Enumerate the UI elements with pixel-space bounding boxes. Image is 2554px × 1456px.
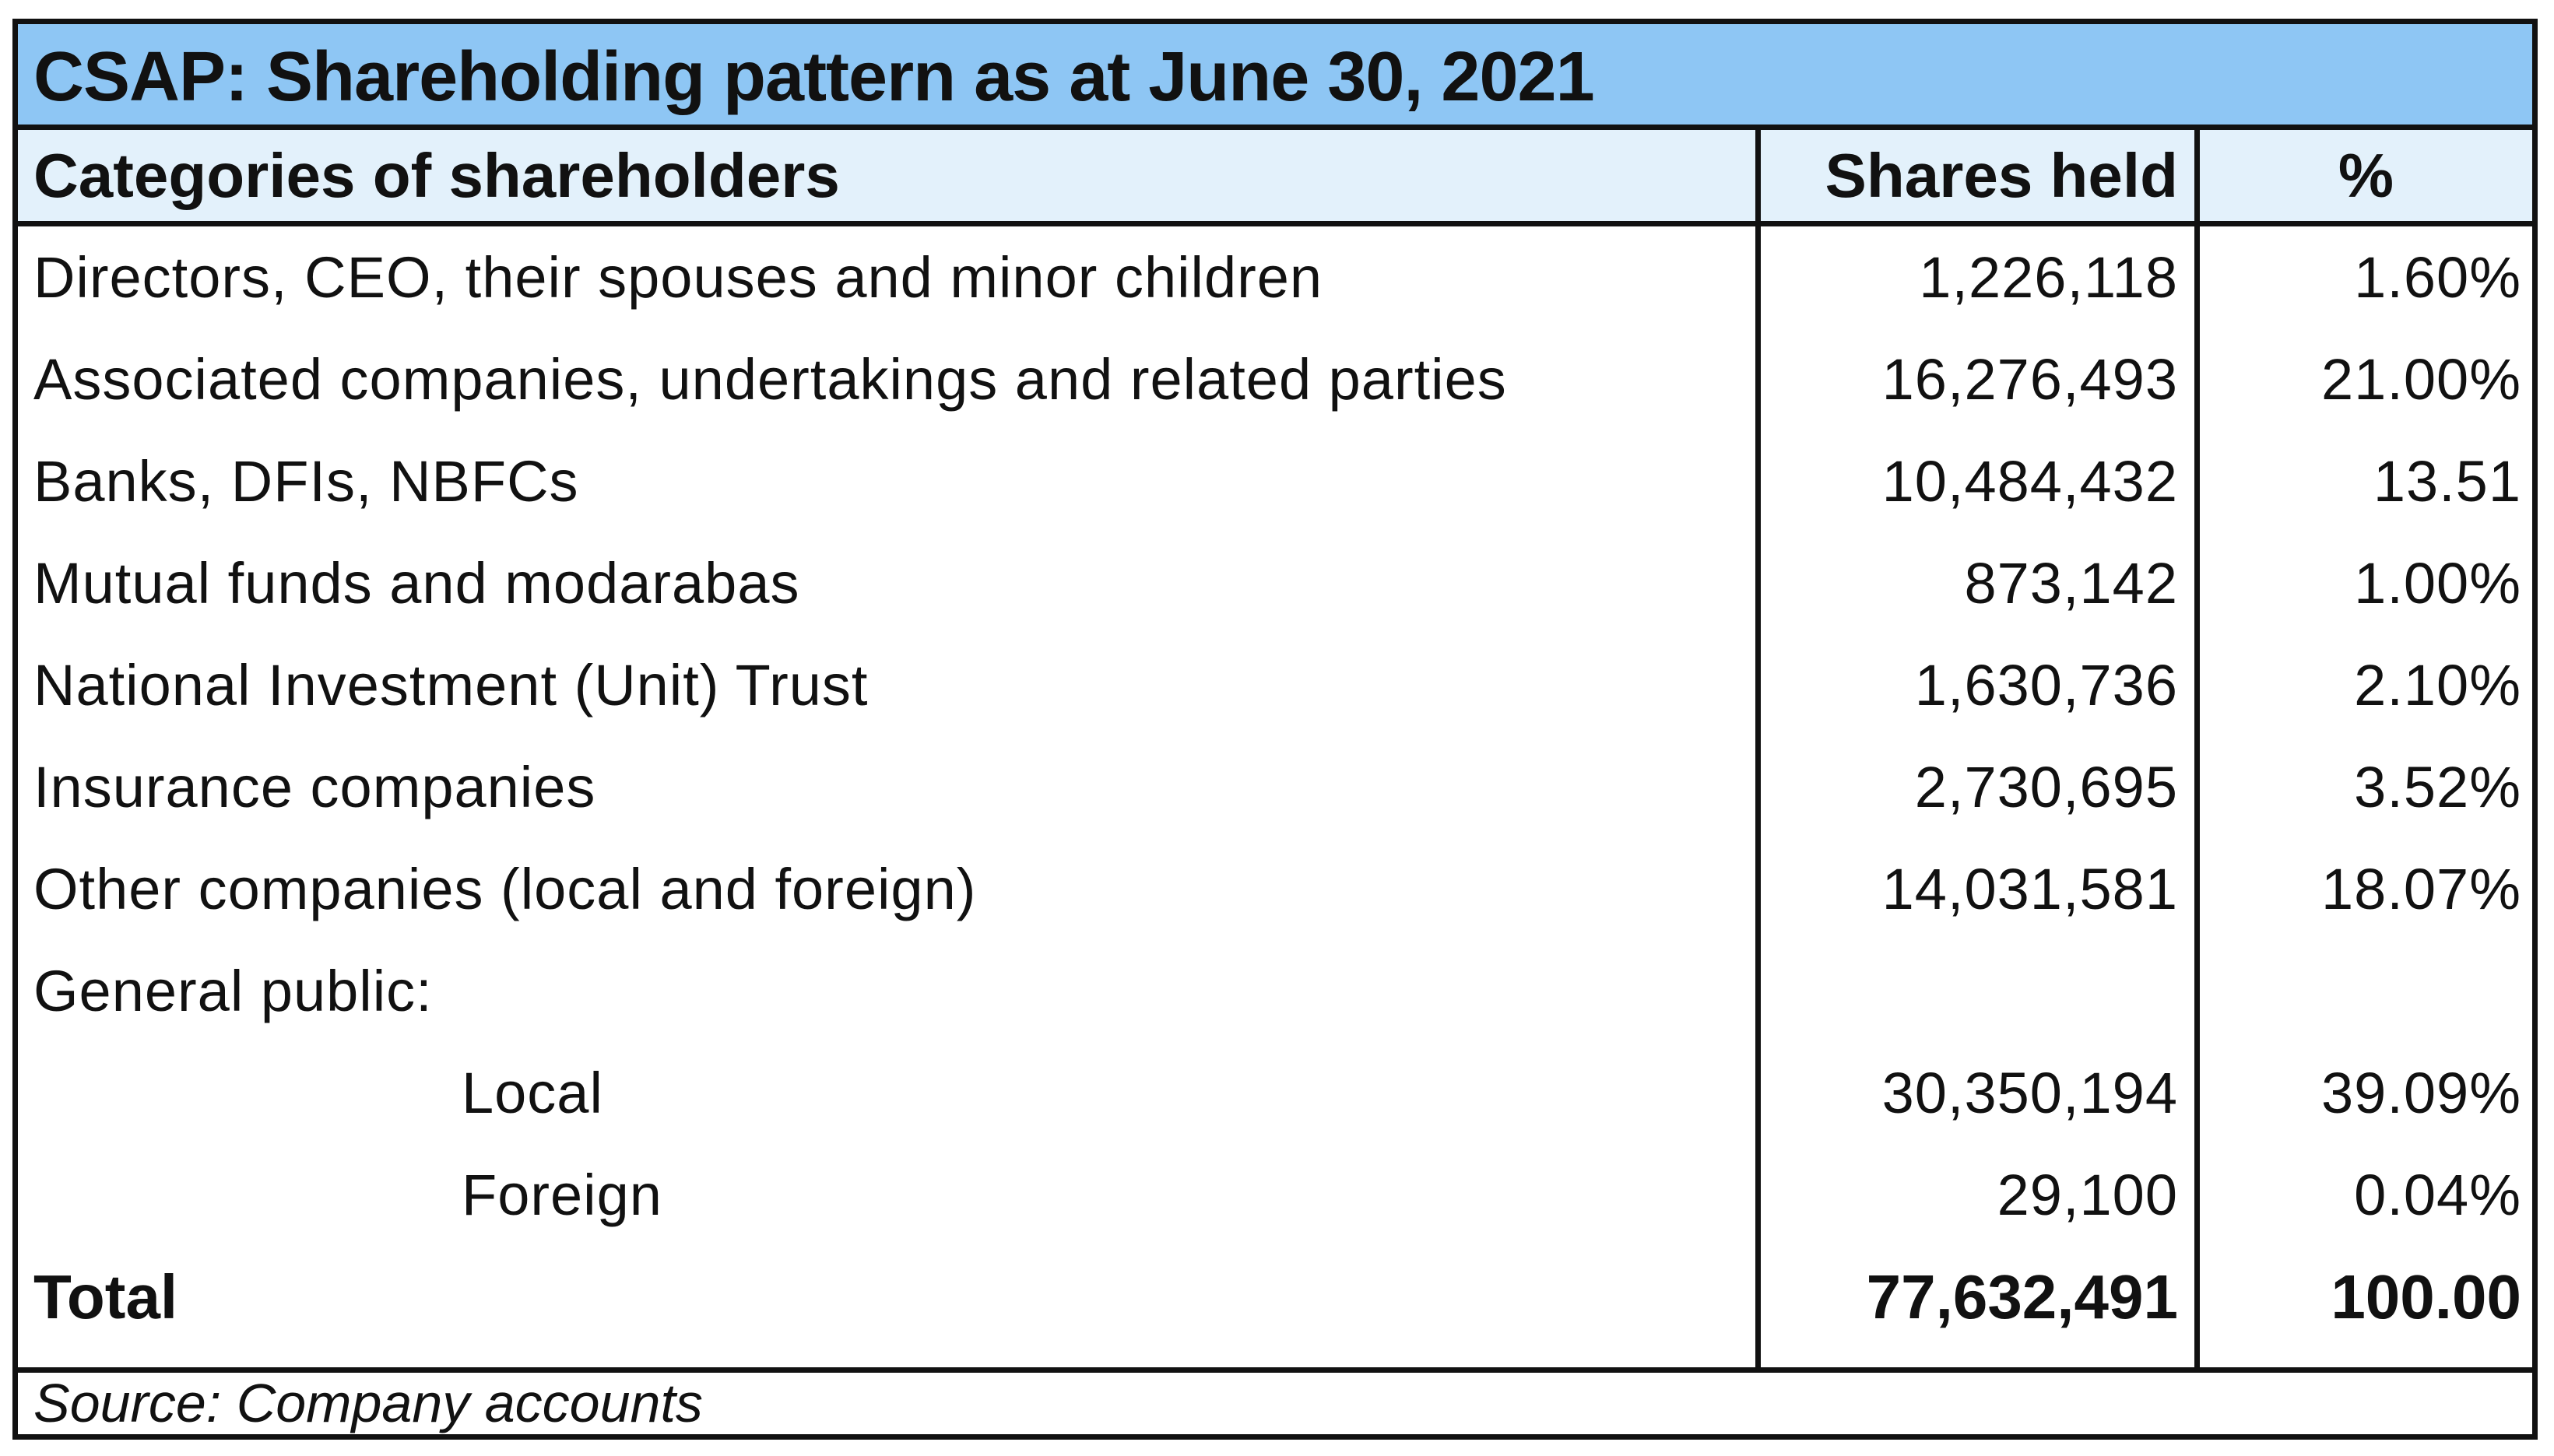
row-category: Banks, DFIs, NBFCs xyxy=(33,449,579,514)
row-shares: 2,730,695 xyxy=(1914,755,2178,819)
table-body: Directors, CEO, their spouses and minor … xyxy=(18,226,2532,1367)
row-shares: 1,226,118 xyxy=(1919,245,2178,310)
table-row: Mutual funds and modarabas 873,142 1.00% xyxy=(18,532,2532,634)
row-category: Associated companies, undertakings and r… xyxy=(33,347,1507,412)
total-label: Total xyxy=(33,1262,178,1331)
row-percent: 13.51 xyxy=(2373,449,2521,514)
table-title-bar: CSAP: Shareholding pattern as at June 30… xyxy=(18,24,2532,130)
table-row: Other companies (local and foreign) 14,0… xyxy=(18,838,2532,940)
row-shares: 10,484,432 xyxy=(1881,449,2178,514)
row-shares: 16,276,493 xyxy=(1881,347,2178,412)
table-title: CSAP: Shareholding pattern as at June 30… xyxy=(33,38,1595,116)
table-row: Associated companies, undertakings and r… xyxy=(18,328,2532,430)
row-percent xyxy=(18,940,2521,1042)
total-shares: 77,632,491 xyxy=(1866,1262,2178,1331)
row-percent: 2.10% xyxy=(2354,653,2521,717)
row-category: Foreign xyxy=(462,1163,662,1227)
row-percent: 21.00% xyxy=(2321,347,2521,412)
header-shares-held: Shares held xyxy=(1825,141,2178,210)
table-row: Local 30,350,194 39.09% xyxy=(18,1042,2532,1144)
header-percent: % xyxy=(2338,141,2394,210)
column-divider-1 xyxy=(1755,130,1761,1367)
row-percent: 1.60% xyxy=(2354,245,2521,310)
shareholding-table: CSAP: Shareholding pattern as at June 30… xyxy=(12,19,2538,1440)
row-category: Other companies (local and foreign) xyxy=(33,857,977,921)
row-shares: 14,031,581 xyxy=(1881,857,2178,921)
row-percent: 18.07% xyxy=(2321,857,2521,921)
row-category: Local xyxy=(462,1061,603,1125)
row-percent: 39.09% xyxy=(2321,1061,2521,1125)
table-row: Banks, DFIs, NBFCs 10,484,432 13.51 xyxy=(18,430,2532,532)
table-row: General public: xyxy=(18,940,2532,1042)
source-note: Source: Company accounts xyxy=(33,1373,703,1433)
column-divider-2 xyxy=(2194,130,2200,1367)
row-category: National Investment (Unit) Trust xyxy=(33,653,869,717)
table-row: National Investment (Unit) Trust 1,630,7… xyxy=(18,634,2532,736)
total-percent: 100.00 xyxy=(2331,1262,2521,1331)
row-category: Directors, CEO, their spouses and minor … xyxy=(33,245,1323,310)
row-shares: 29,100 xyxy=(1997,1163,2178,1227)
source-row: Source: Company accounts xyxy=(18,1367,2532,1434)
table-header-row: Categories of shareholders Shares held % xyxy=(18,130,2532,226)
row-category: Insurance companies xyxy=(33,755,596,819)
row-category: Mutual funds and modarabas xyxy=(33,551,800,616)
total-row: Total 77,632,491 100.00 xyxy=(18,1246,2532,1348)
table-row: Directors, CEO, their spouses and minor … xyxy=(18,226,2532,328)
row-shares: 30,350,194 xyxy=(1881,1061,2178,1125)
table-row: Foreign 29,100 0.04% xyxy=(18,1144,2532,1246)
header-categories: Categories of shareholders xyxy=(33,141,840,210)
row-percent: 0.04% xyxy=(2354,1163,2521,1227)
row-shares: 1,630,736 xyxy=(1914,653,2178,717)
table-row: Insurance companies 2,730,695 3.52% xyxy=(18,736,2532,838)
row-percent: 1.00% xyxy=(2354,551,2521,616)
row-category: General public: xyxy=(33,959,433,1023)
row-percent: 3.52% xyxy=(2354,755,2521,819)
row-shares: 873,142 xyxy=(1964,551,2178,616)
